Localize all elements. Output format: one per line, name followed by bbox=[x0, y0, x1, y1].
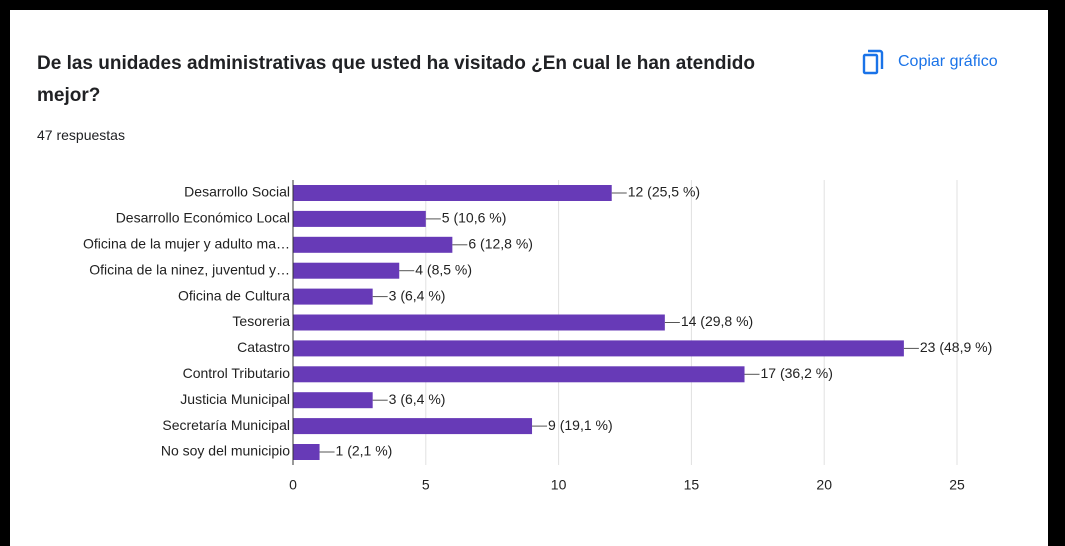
category-label: Catastro bbox=[237, 339, 290, 355]
data-label: 6 (12,8 %) bbox=[468, 236, 533, 252]
bar bbox=[293, 185, 612, 201]
bar bbox=[293, 210, 426, 227]
bar bbox=[293, 340, 904, 357]
card bbox=[10, 10, 1048, 546]
x-tick-label: 20 bbox=[816, 477, 832, 493]
bar bbox=[293, 366, 745, 383]
x-tick-label: 25 bbox=[949, 477, 965, 493]
x-tick-label: 10 bbox=[551, 477, 567, 493]
data-label: 14 (29,8 %) bbox=[681, 313, 753, 329]
bar bbox=[293, 444, 320, 460]
category-label: Desarrollo Económico Local bbox=[116, 210, 290, 226]
data-label: 4 (8,5 %) bbox=[415, 261, 472, 277]
data-label: 1 (2,1 %) bbox=[336, 443, 393, 459]
data-label: 5 (10,6 %) bbox=[442, 210, 507, 226]
category-label: Oficina de la ninez, juventud y… bbox=[89, 261, 290, 277]
bar bbox=[293, 288, 373, 305]
x-tick-label: 5 bbox=[422, 477, 430, 493]
category-label: Tesoreria bbox=[232, 313, 290, 329]
category-label: Secretaría Municipal bbox=[162, 417, 290, 433]
category-label: Desarrollo Social bbox=[184, 184, 290, 200]
category-label: Control Tributario bbox=[183, 365, 291, 381]
data-label: 12 (25,5 %) bbox=[628, 184, 700, 200]
bar bbox=[293, 262, 400, 279]
category-label: Oficina de Cultura bbox=[178, 287, 290, 303]
bar bbox=[293, 392, 373, 409]
copy-chart-label[interactable]: Copiar gráfico bbox=[898, 53, 998, 70]
data-label: 17 (36,2 %) bbox=[761, 365, 833, 381]
chart-title: De las unidades administrativas que uste… bbox=[37, 53, 755, 106]
data-label: 3 (6,4 %) bbox=[389, 287, 446, 303]
bar bbox=[293, 314, 665, 331]
x-tick-label: 0 bbox=[289, 477, 297, 493]
response-count: 47 respuestas bbox=[37, 127, 125, 143]
copy-chart-button[interactable]: Copiar gráfico bbox=[862, 48, 998, 76]
category-label: Oficina de la mujer y adulto ma… bbox=[83, 236, 290, 252]
data-label: 9 (19,1 %) bbox=[548, 417, 613, 433]
data-label: 23 (48,9 %) bbox=[920, 339, 992, 355]
category-label: No soy del municipio bbox=[161, 443, 290, 459]
bar bbox=[293, 418, 533, 435]
data-label: 3 (6,4 %) bbox=[389, 391, 446, 407]
bar bbox=[293, 236, 453, 253]
copy-icon bbox=[862, 49, 884, 75]
category-label: Justicia Municipal bbox=[180, 391, 290, 407]
x-tick-label: 15 bbox=[684, 477, 700, 493]
